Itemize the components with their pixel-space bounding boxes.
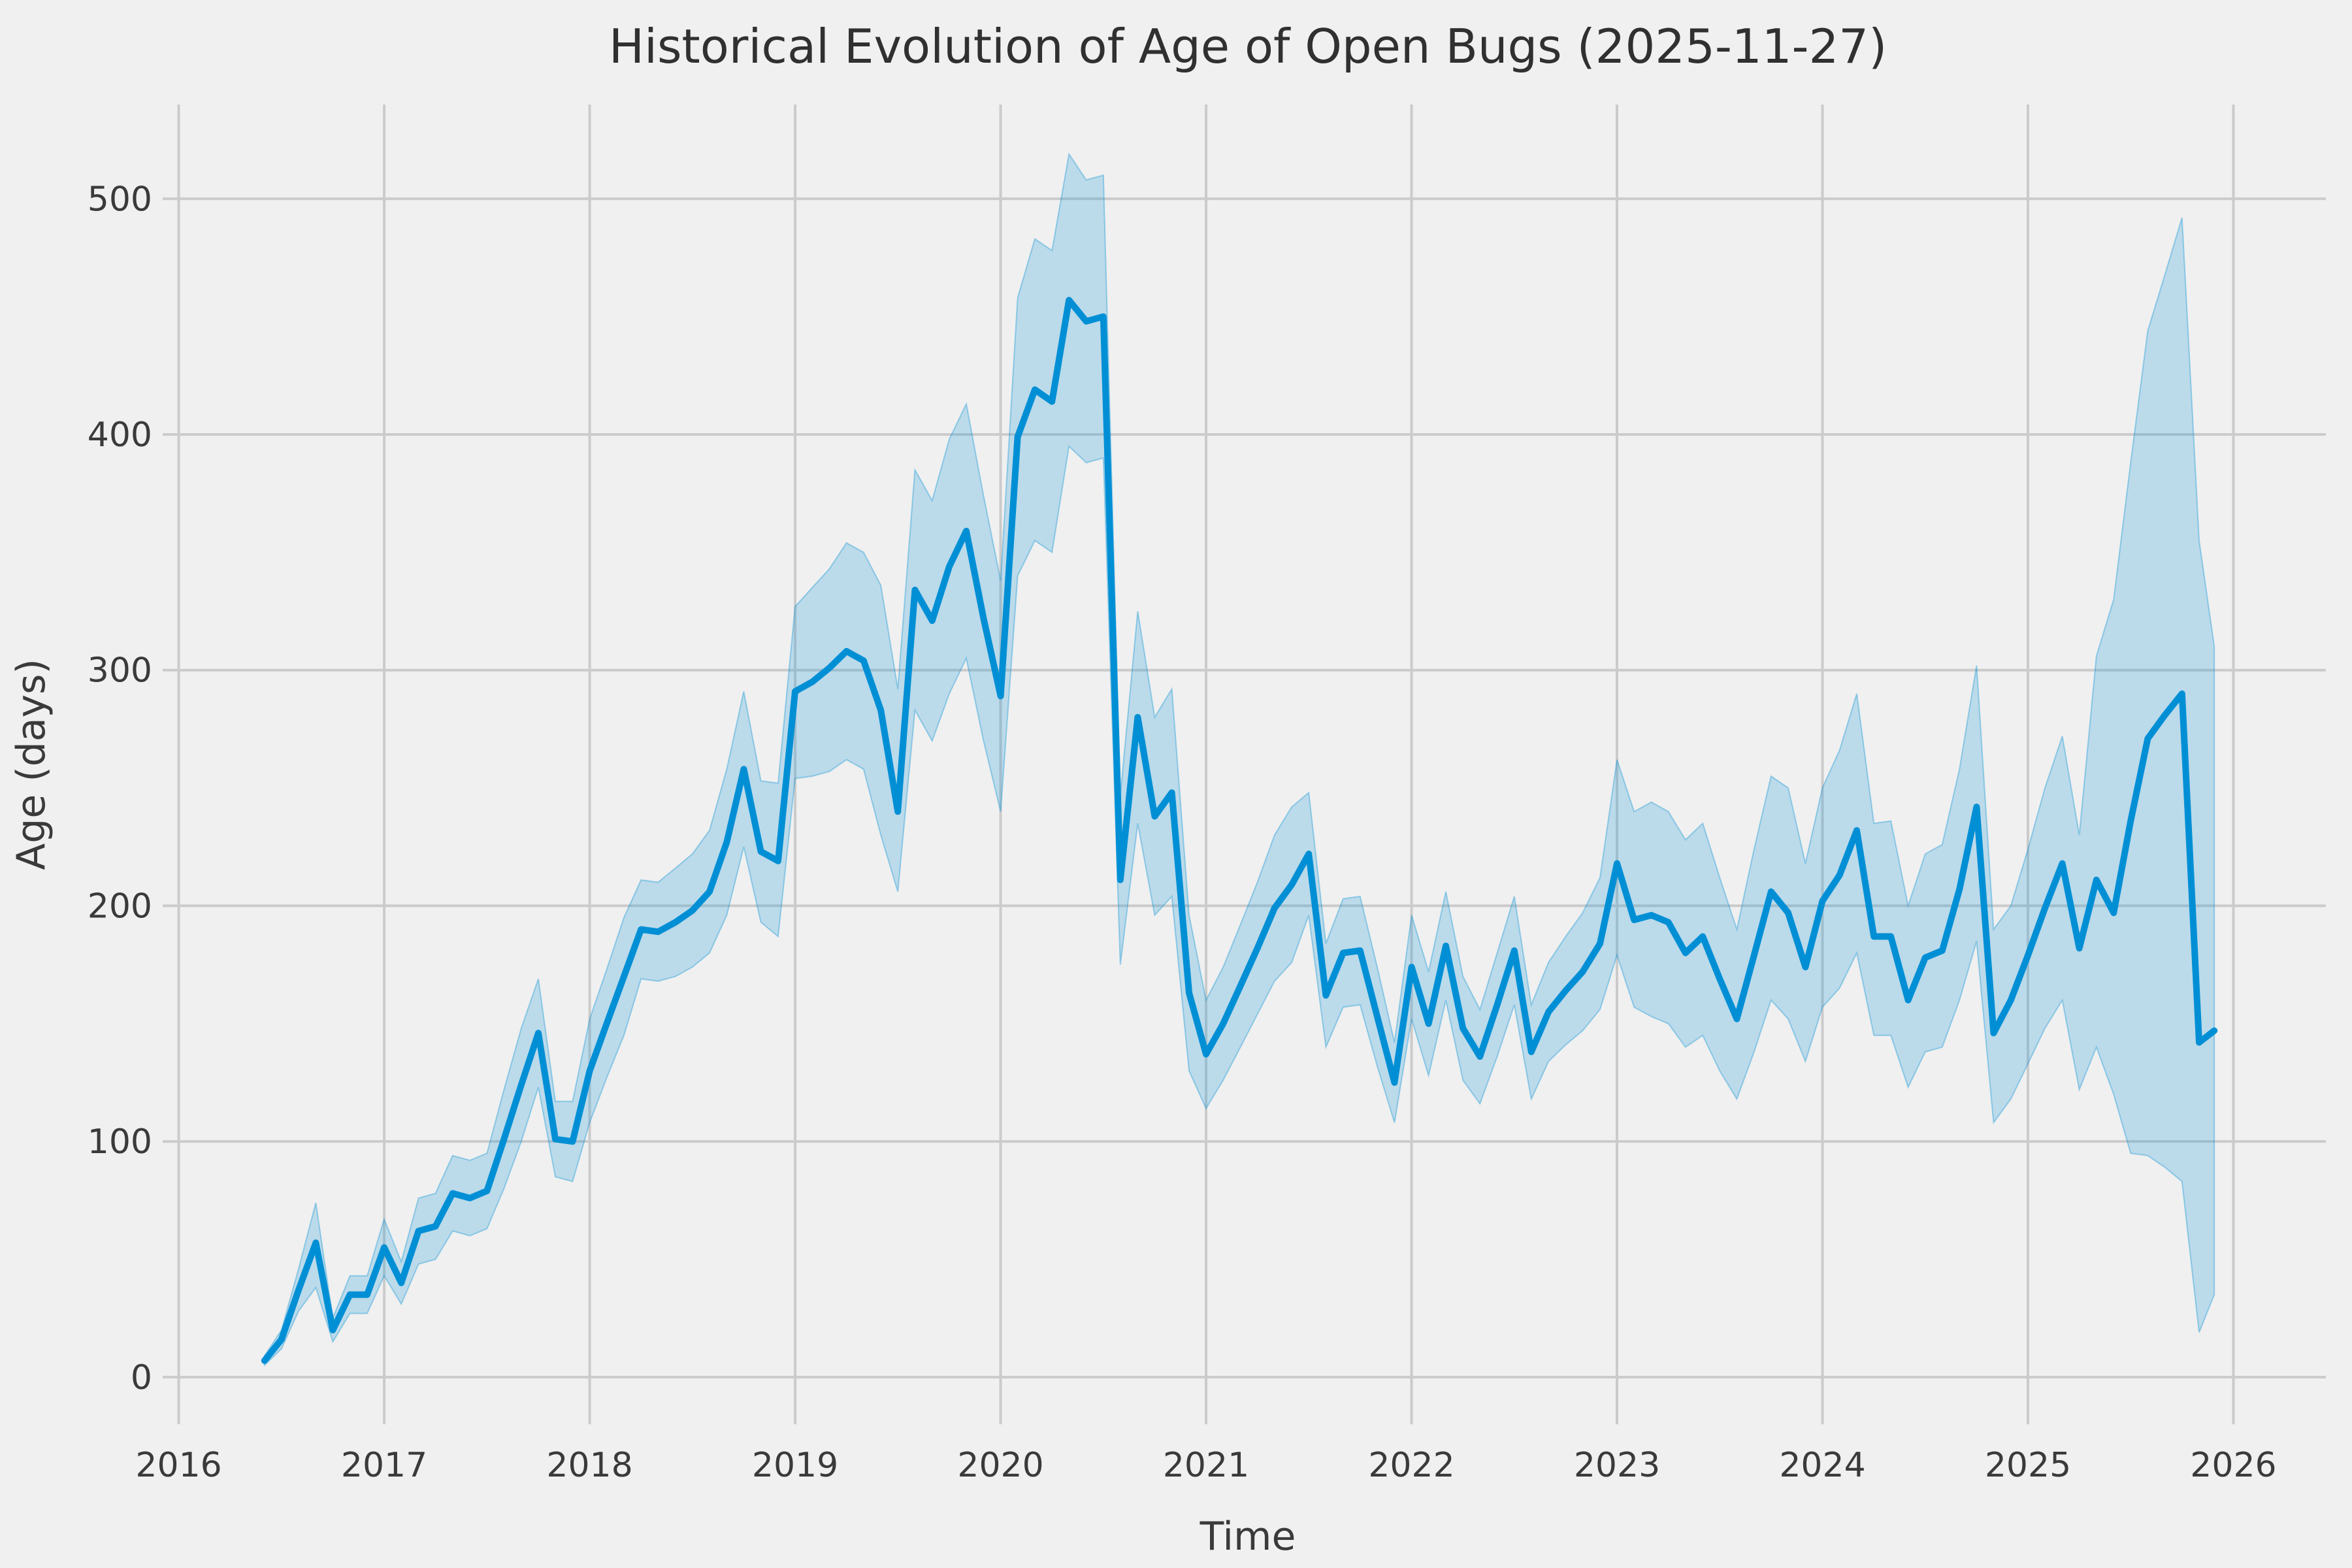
x-tick-label: 2026: [2190, 1446, 2276, 1485]
y-tick-label: 0: [131, 1358, 152, 1397]
x-tick-label: 2025: [1985, 1446, 2071, 1485]
x-axis-label: Time: [1200, 1514, 1296, 1560]
x-tick-label: 2023: [1574, 1446, 1660, 1485]
confidence-band-layer: [263, 152, 2215, 1367]
x-tick-label: 2017: [341, 1446, 427, 1485]
y-tick-label: 300: [88, 651, 152, 691]
x-tick-label: 2018: [546, 1446, 632, 1485]
x-tick-label: 2022: [1368, 1446, 1454, 1485]
y-tick-label: 200: [88, 887, 152, 926]
x-tick-label: 2016: [135, 1446, 221, 1485]
y-axis-label: Age (days): [8, 659, 54, 870]
grid-layer: [163, 105, 2326, 1424]
series-line-mean-age-of-open-bugs: [261, 297, 2218, 1364]
confidence-band: [263, 152, 2215, 1367]
chart-title: Historical Evolution of Age of Open Bugs…: [609, 19, 1887, 74]
series-line-layer: [261, 297, 2218, 1364]
y-tick-label: 100: [88, 1122, 152, 1162]
tick-labels-layer: 2016 2017 2018 2019 2020 2021 2022 2023 2024 2025…: [88, 180, 2277, 1485]
x-tick-label: 2020: [957, 1446, 1043, 1485]
x-tick-label: 2021: [1163, 1446, 1249, 1485]
y-tick-label: 400: [88, 416, 152, 455]
x-tick-label: 2019: [752, 1446, 838, 1485]
y-tick-label: 500: [88, 180, 152, 219]
x-tick-label: 2024: [1779, 1446, 1865, 1485]
